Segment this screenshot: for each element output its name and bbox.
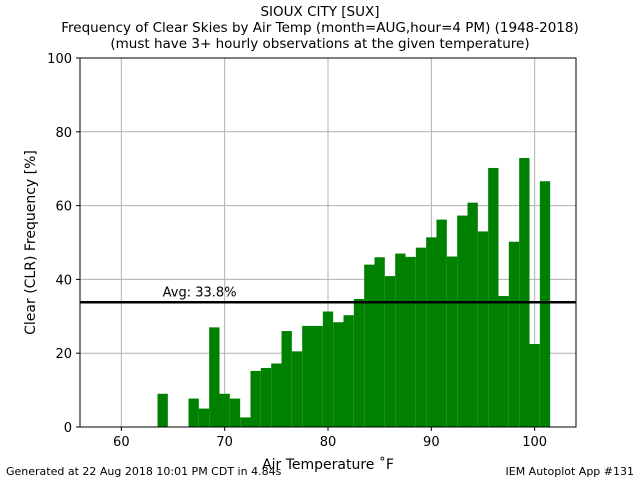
bar [312,325,323,427]
chart-title: SIOUX CITY [SUX] [260,4,380,20]
y-axis-ticks: 0 20 40 60 80 100 [47,52,80,436]
bar [508,241,520,427]
y-tick-label: 80 [55,126,72,141]
bar [488,167,499,427]
bar [353,298,365,427]
bar [219,393,230,427]
bar [446,256,458,427]
bar [322,311,334,427]
bar [260,367,272,427]
y-tick-label: 0 [64,421,72,436]
y-tick-label: 100 [47,52,72,67]
app-footer: IEM Autoplot App #131 [505,465,635,478]
bar [415,247,427,427]
bar [529,343,540,427]
bar [519,157,530,427]
bars [157,157,551,427]
bar [333,322,344,427]
x-tick-label: 90 [423,435,440,450]
generated-footer: Generated at 22 Aug 2018 10:01 PM CDT in… [6,465,282,478]
y-tick-label: 20 [55,347,72,362]
bar [498,296,509,427]
bar [467,202,478,427]
bar [364,264,375,427]
x-tick-label: 60 [113,435,130,450]
bar [229,398,241,427]
bar [405,256,416,427]
bar [343,315,354,427]
x-tick-label: 100 [522,435,547,450]
bar [188,398,199,427]
bar [477,231,489,427]
bar [457,215,468,427]
bar [271,363,282,427]
y-tick-label: 60 [55,200,72,215]
bar [281,331,292,427]
bar [291,351,303,427]
bar [395,253,406,427]
average-label: Avg: 33.8% [163,285,237,300]
bar [302,325,313,427]
bar [374,257,385,427]
y-tick-label: 40 [55,273,72,288]
x-axis-ticks: 60 70 80 90 100 [113,427,547,450]
bar [198,408,210,427]
x-tick-label: 80 [320,435,337,450]
bar [209,327,220,427]
bar [240,417,251,427]
bar [426,237,437,427]
chart-subtitle: Frequency of Clear Skies by Air Temp (mo… [61,20,579,36]
bar [250,370,261,427]
bar [157,393,168,427]
bar [539,181,551,427]
chart-subtitle-note: (must have 3+ hourly observations at the… [110,36,530,52]
y-axis-label: Clear (CLR) Frequency [%] [23,150,39,335]
x-tick-label: 70 [216,435,233,450]
x-axis-label: Air Temperature ˚F [262,456,394,473]
bar [436,219,447,427]
bar [384,276,396,427]
